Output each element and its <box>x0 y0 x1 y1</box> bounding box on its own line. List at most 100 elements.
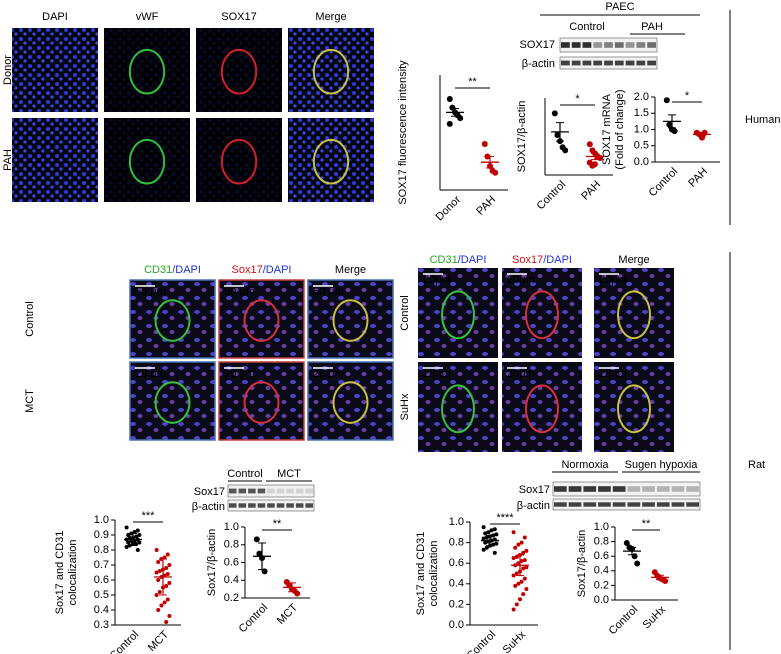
blot-band <box>612 502 626 507</box>
data-point <box>154 593 159 597</box>
blot-group: MCT <box>277 468 301 480</box>
vessel <box>332 299 369 342</box>
data-point <box>135 548 140 552</box>
data-point <box>513 583 518 588</box>
blot-band <box>614 42 624 48</box>
micrograph <box>218 361 305 441</box>
data-point <box>484 535 489 540</box>
scale-label: 20 μm <box>224 368 255 380</box>
blot-band <box>267 503 275 508</box>
x-tick-label: Control <box>465 629 499 654</box>
data-point <box>135 528 140 533</box>
x-tick-label: MCT <box>275 601 301 627</box>
micrograph <box>418 268 498 358</box>
y-tick-label: 1.0 <box>449 516 464 528</box>
data-point <box>521 592 526 597</box>
data-point <box>511 556 516 561</box>
vessel <box>312 48 350 95</box>
scale-label: 20μm <box>423 368 451 380</box>
scale-label: 20μm <box>423 274 451 286</box>
channel-mask <box>196 118 282 202</box>
blot-band <box>276 488 285 494</box>
blot-band <box>642 502 655 507</box>
data-point <box>483 531 488 536</box>
y-axis-label: Sox17 and CD31 <box>415 532 427 616</box>
data-point <box>156 578 161 582</box>
label-part: Sox17 <box>512 254 543 266</box>
scale-label: 50 μm <box>313 286 344 298</box>
y-tick-label: 2.0 <box>634 91 649 103</box>
micrograph <box>288 28 374 112</box>
vessel <box>441 290 475 340</box>
blot-band <box>583 502 597 507</box>
channel-mask <box>104 118 190 202</box>
scale-label: 50 μm <box>224 286 255 298</box>
y-tick-label: 0.6 <box>224 556 239 568</box>
data-point <box>514 571 519 576</box>
image-column-label: Merge <box>618 254 649 266</box>
y-tick-label: 0.5 <box>634 140 649 152</box>
vessel <box>332 381 369 424</box>
blot-band <box>286 488 294 494</box>
blot-title: PAEC <box>605 1 634 13</box>
y-tick-label: 0.4 <box>94 604 109 616</box>
micrograph <box>129 361 216 441</box>
data-point <box>521 550 526 555</box>
image-column-label: Merge <box>315 11 346 23</box>
blot-band <box>305 488 313 494</box>
data-point <box>162 600 167 605</box>
blot-band <box>295 503 304 508</box>
scale-label: 50 μm <box>135 286 166 298</box>
blot-band <box>295 488 304 494</box>
data-point <box>671 128 678 135</box>
data-point <box>449 104 456 111</box>
layout <box>228 10 731 650</box>
scale-label: 20μm <box>507 368 535 380</box>
image-column-label: CD31/DAPI <box>430 254 487 266</box>
blot-band <box>561 60 570 66</box>
significance-label: *** <box>142 510 156 522</box>
vessel <box>128 138 166 185</box>
blot-band <box>686 486 699 492</box>
image-row-label: Control <box>24 301 36 336</box>
blot-band <box>612 486 626 492</box>
data-point <box>486 530 491 535</box>
label-part: CD31 <box>144 264 172 276</box>
blot-band <box>267 488 275 494</box>
data-point <box>167 581 172 585</box>
data-point <box>516 581 521 586</box>
blot-band <box>593 42 603 48</box>
micrograph <box>502 268 582 358</box>
vessel <box>128 48 166 95</box>
blot-group: Control <box>227 468 262 480</box>
image-column-label: CD31/DAPI <box>144 264 201 276</box>
y-tick-label: 0.6 <box>449 557 464 569</box>
blot-band <box>686 502 699 507</box>
data-point <box>519 540 524 545</box>
blot-row-label: Sox17 <box>519 484 550 496</box>
channel-mask <box>196 28 282 112</box>
label-part: /DAPI <box>172 264 201 276</box>
blot-band <box>248 488 256 494</box>
blot-band <box>656 502 670 507</box>
y-tick-label: 0.0 <box>634 156 649 168</box>
blot-band <box>286 503 294 508</box>
data-point <box>524 548 529 553</box>
data-point <box>481 525 486 530</box>
blot-band <box>604 60 613 66</box>
data-point <box>154 548 159 552</box>
micrograph <box>594 268 674 358</box>
y-tick-label: 0.9 <box>94 529 109 541</box>
data-point <box>522 576 527 581</box>
x-tick-label: Control <box>108 629 142 654</box>
data-point <box>137 540 142 545</box>
blot-band <box>554 486 567 492</box>
y-tick-label: 0.8 <box>224 539 239 551</box>
data-point <box>167 563 172 567</box>
micrograph <box>129 279 216 359</box>
channel-mask <box>104 28 190 112</box>
data-point <box>511 607 516 612</box>
blot-strip <box>227 484 315 498</box>
significance-label: **** <box>496 512 514 524</box>
vessel <box>154 299 191 342</box>
